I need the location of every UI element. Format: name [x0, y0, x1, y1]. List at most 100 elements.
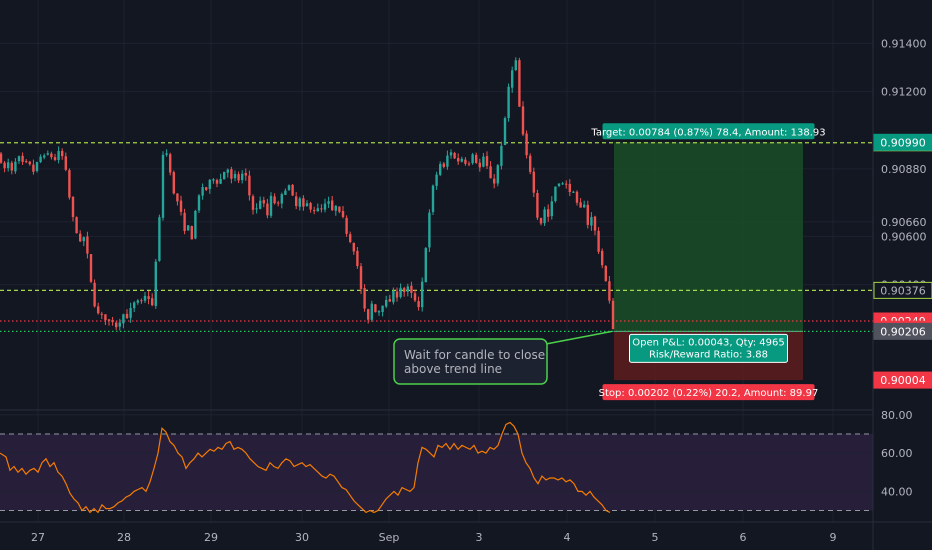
price-tag-5 — [873, 322, 932, 340]
candle-body-79 — [284, 190, 287, 195]
candle-body-8 — [28, 161, 31, 165]
price-tag-6 — [873, 371, 932, 389]
candle-body-72 — [259, 200, 262, 209]
pnl-box — [629, 333, 788, 363]
candle-body-98 — [352, 242, 355, 252]
rsi-axis-label-0: 80.00 — [881, 409, 913, 422]
candle-body-122 — [439, 164, 442, 175]
position-labels: Target: 0.00784 (0.87%) 78.4, Amount: 13… — [590, 123, 826, 401]
rsi-band — [0, 433, 873, 511]
candle-body-69 — [248, 175, 251, 196]
candle-body-13 — [46, 153, 49, 155]
candle-body-43 — [154, 261, 157, 306]
candle-body-39 — [140, 300, 143, 302]
annotation-pointer[interactable] — [545, 330, 613, 345]
rsi-panel — [0, 414, 873, 514]
candle-body-123 — [442, 163, 445, 167]
candle-body-53 — [190, 226, 193, 240]
candle-body-134 — [482, 156, 485, 167]
candle-body-170 — [611, 300, 615, 330]
target-zone[interactable] — [614, 142, 803, 332]
candle-body-57 — [205, 187, 208, 190]
candle-body-91 — [327, 201, 330, 204]
price-axis-label-4: 0.90600 — [881, 230, 927, 243]
stop-label: Stop: 0.00202 (0.22%) 20.2, Amount: 89.9… — [599, 388, 819, 399]
candle-body-75 — [269, 195, 273, 216]
pnl-label: Open P&L: 0.00043, Qty: 4965 — [632, 337, 785, 348]
candle-body-23 — [82, 237, 85, 242]
candle-body-154 — [554, 186, 557, 202]
annotation-box[interactable] — [393, 338, 548, 385]
candle-body-51 — [183, 212, 186, 232]
candle-body-168 — [604, 266, 607, 281]
candle-body-153 — [550, 201, 553, 217]
candle-body-26 — [93, 282, 96, 307]
price-axis-label-0: 0.91400 — [881, 37, 927, 50]
candle-body-68 — [244, 172, 247, 176]
candle-body-16 — [57, 151, 60, 161]
time-axis-label-8: 6 — [740, 531, 747, 544]
price-axis[interactable]: 0.914000.912000.908800.906600.906000.904… — [881, 37, 927, 498]
price-tag-text-5: 0.90206 — [880, 325, 926, 338]
candle-body-25 — [89, 254, 93, 282]
candle-body-163 — [586, 204, 589, 225]
candle-body-65 — [233, 173, 237, 179]
candle-body-55 — [197, 195, 201, 211]
candle-body-127 — [457, 158, 460, 162]
price-tag-2 — [873, 281, 932, 299]
candle-body-106 — [381, 305, 384, 313]
candle-body-34 — [122, 314, 125, 324]
horizontal-lines[interactable] — [0, 142, 873, 333]
candle-body-11 — [39, 156, 42, 163]
candle-body-6 — [21, 155, 24, 162]
candle-body-109 — [392, 290, 395, 303]
candle-body-148 — [532, 171, 535, 193]
candle-body-9 — [32, 164, 35, 172]
candle-body-58 — [208, 179, 211, 189]
candle-body-152 — [547, 209, 550, 217]
candle-body-87 — [313, 210, 316, 212]
candle-body-167 — [601, 250, 604, 266]
candle-body-113 — [406, 286, 409, 292]
candle-body-20 — [71, 196, 75, 217]
rsi-line — [0, 421, 611, 514]
time-axis-label-5: 3 — [476, 531, 483, 544]
stop-label-box — [602, 384, 815, 401]
candle-body-84 — [302, 198, 305, 207]
candle-body-4 — [14, 161, 17, 172]
candle-body-101 — [363, 288, 366, 309]
candle-body-156 — [561, 183, 564, 185]
candle-body-12 — [43, 155, 46, 158]
candle-body-157 — [565, 183, 568, 185]
time-axis-label-4: Sep — [379, 531, 400, 544]
candle-body-74 — [266, 203, 269, 216]
candle-body-62 — [223, 171, 226, 180]
candle-body-114 — [410, 285, 413, 293]
candle-body-93 — [334, 205, 337, 211]
candle-body-129 — [464, 159, 467, 164]
candle-body-54 — [194, 210, 197, 239]
candle-body-166 — [597, 230, 600, 252]
candle-body-40 — [143, 295, 147, 301]
candle-body-117 — [421, 281, 424, 308]
candle-body-45 — [161, 154, 165, 218]
candle-body-76 — [273, 196, 276, 204]
candle-body-41 — [147, 296, 150, 299]
price-axis-label-3: 0.90660 — [881, 216, 927, 229]
candle-body-35 — [125, 313, 129, 319]
annotation-text-line1: Wait for candle to close — [404, 348, 545, 362]
time-axis[interactable]: 27 28 29 30 Sep 3 4 5 6 9 — [31, 531, 837, 544]
candle-body-73 — [262, 200, 265, 204]
price-tag-text-1: 0.90990 — [880, 136, 926, 149]
candle-body-141 — [507, 86, 510, 119]
candle-body-5 — [17, 156, 21, 162]
candle-body-151 — [543, 209, 546, 224]
candle-body-47 — [169, 154, 172, 173]
candle-body-115 — [413, 293, 417, 301]
price-axis-label-1: 0.91200 — [881, 86, 927, 99]
candle-body-14 — [50, 153, 53, 158]
candle-body-120 — [431, 185, 435, 213]
candle-body-48 — [172, 172, 175, 194]
